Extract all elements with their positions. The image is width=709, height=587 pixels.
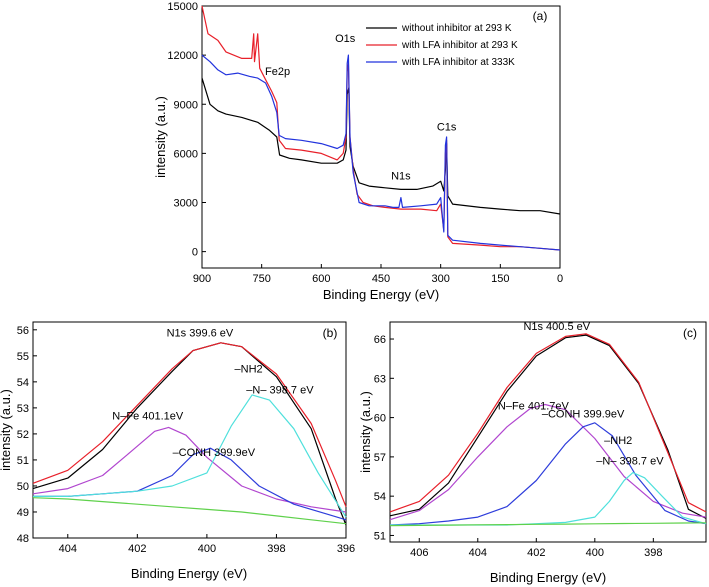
- y-tick-label: 56: [17, 325, 29, 337]
- annotation-label: N1s: [391, 171, 411, 183]
- annotations-b: N1s 399.6 eV –NH2 –N– 398.7 eV N–Fe 401.1eV…: [112, 327, 314, 459]
- panel-c: 406 404 402 400 398 51 54 57 60 63 66 N1s 400.5 eV…: [358, 321, 707, 585]
- legend-entry-2: with LFA inhibitor at 333K: [401, 57, 515, 68]
- annotation-label: N1s 400.5 eV: [523, 321, 590, 333]
- y-tick-label: 0: [192, 247, 198, 259]
- plot-frame-b: [32, 321, 347, 539]
- annotation-label: –CONH 399.9eV: [542, 409, 625, 421]
- y-axis-label-b: intensity (a.u.): [0, 389, 13, 471]
- series-line-fitted-sum: [32, 342, 347, 508]
- y-tick-label: 51: [374, 530, 386, 542]
- y-tick-label: 53: [17, 403, 29, 415]
- series-group-c: [389, 333, 707, 527]
- series-line-with-lfa-inhibitor-at-333k: [201, 54, 561, 251]
- x-tick-label: 396: [337, 543, 355, 555]
- y-tick-label: 66: [374, 334, 386, 346]
- series-line-without-inhibitor-at-293-k: [201, 77, 561, 215]
- annotations-c: N1s 400.5 eV N–Fe 401.7eV–CONH 399.9eV –NH…: [498, 321, 664, 468]
- annotation-label: –NH2: [604, 435, 632, 447]
- x-tick-label: 900: [193, 273, 211, 285]
- annotation-label: C1s: [437, 121, 457, 133]
- x-tick-label: 600: [312, 273, 330, 285]
- series-line-measured: [32, 342, 347, 526]
- series-line-n-fe-401-1ev: [32, 426, 347, 513]
- x-tick-label: 404: [59, 543, 77, 555]
- y-tick-label: 52: [17, 429, 29, 441]
- y-tick-label: 12000: [167, 50, 198, 62]
- x-tick-label: 0: [557, 273, 563, 285]
- x-tick-label: 750: [252, 273, 270, 285]
- y-tick-label: 57: [374, 452, 386, 464]
- x-tick-label: 402: [128, 543, 146, 555]
- annotation-label: N1s 399.6 eV: [167, 327, 234, 339]
- y-tick-label: 49: [17, 507, 29, 519]
- annotation-label: –N– 398.7 eV: [596, 456, 664, 468]
- annotation-label: N–Fe 401.1eV: [112, 411, 184, 423]
- series-line--conh-399-9ev: [389, 422, 707, 526]
- y-tick-label: 54: [17, 377, 29, 389]
- y-tick-label: 15000: [167, 1, 198, 13]
- panel-b: 404 402 400 398 396 48 49 50 51 52 53 54 55 56 N1s 39…: [0, 321, 355, 581]
- x-tick-label: 398: [644, 547, 662, 559]
- x-tick-label: 406: [410, 547, 428, 559]
- y-tick-label: 50: [17, 481, 29, 493]
- x-tick-label: 404: [469, 547, 487, 559]
- y-tick-label: 6000: [174, 148, 198, 160]
- y-axis-label-a: intensity (a.u.): [153, 96, 168, 178]
- series-line-fitted-sum: [389, 333, 707, 513]
- annotations-a: O1s Fe2p N1s C1s: [265, 33, 457, 183]
- x-tick-label: 400: [198, 543, 216, 555]
- y-tick-label: 63: [374, 373, 386, 385]
- x-tick-label: 450: [372, 273, 390, 285]
- series-line-baseline: [389, 522, 707, 527]
- x-tick-label: 300: [431, 273, 449, 285]
- x-tick-label: 398: [267, 543, 285, 555]
- legend-a: without inhibitor at 293 K with LFA inhi…: [366, 23, 518, 68]
- panel-label-c: (c): [683, 326, 697, 340]
- panel-a: 900 750 600 450 300 150 0030006000900012000150…: [153, 1, 563, 302]
- x-axis-label-c: Binding Energy (eV): [490, 570, 606, 585]
- legend-entry-0: without inhibitor at 293 K: [401, 23, 512, 34]
- annotation-label: –NH2: [235, 364, 263, 376]
- plot-frame-c: [389, 321, 707, 543]
- y-tick-label: 3000: [174, 198, 198, 210]
- annotation-label: N–Fe 401.7eV: [498, 401, 570, 413]
- x-axis-label-a: Binding Energy (eV): [323, 287, 439, 302]
- y-tick-label: 48: [17, 533, 29, 545]
- y-axis-label-c: intensity (a.u.): [358, 391, 373, 473]
- series-line--n-398-7-ev: [390, 472, 707, 526]
- y-tick-label: 54: [374, 491, 386, 503]
- x-tick-label: 150: [491, 273, 509, 285]
- annotation-label: Fe2p: [265, 66, 290, 78]
- y-tick-label: 9000: [174, 99, 198, 111]
- y-tick-label: 55: [17, 351, 29, 363]
- panel-label-a: (a): [533, 9, 548, 23]
- x-axis-label-b: Binding Energy (eV): [131, 566, 247, 581]
- series-line-measured: [389, 334, 707, 519]
- y-tick-label: 60: [374, 413, 386, 425]
- ticks-a: 900 750 600 450 300 150 0030006000900012000150…: [167, 1, 563, 285]
- x-tick-label: 402: [527, 547, 545, 559]
- annotation-label: –N– 398.7 eV: [246, 385, 314, 397]
- ticks-c: 406 404 402 400 398 51 54 57 60 63 66: [374, 334, 663, 559]
- series-line-n-fe-401-7ev: [389, 403, 707, 521]
- y-tick-label: 51: [17, 455, 29, 467]
- legend-entry-1: with LFA inhibitor at 293 K: [401, 40, 518, 51]
- x-tick-label: 400: [586, 547, 604, 559]
- annotation-label: O1s: [335, 33, 356, 45]
- annotation-label: –CONH 399.9eV: [173, 447, 256, 459]
- series-line--n-398-7-ev: [33, 394, 347, 518]
- series-group-b: [32, 342, 347, 526]
- ticks-b: 404 402 400 398 396 48 49 50 51 52 53 54 55 56: [17, 325, 355, 555]
- series-group-a: [201, 5, 561, 251]
- series-line-baseline: [32, 497, 347, 525]
- panel-label-b: (b): [323, 326, 338, 340]
